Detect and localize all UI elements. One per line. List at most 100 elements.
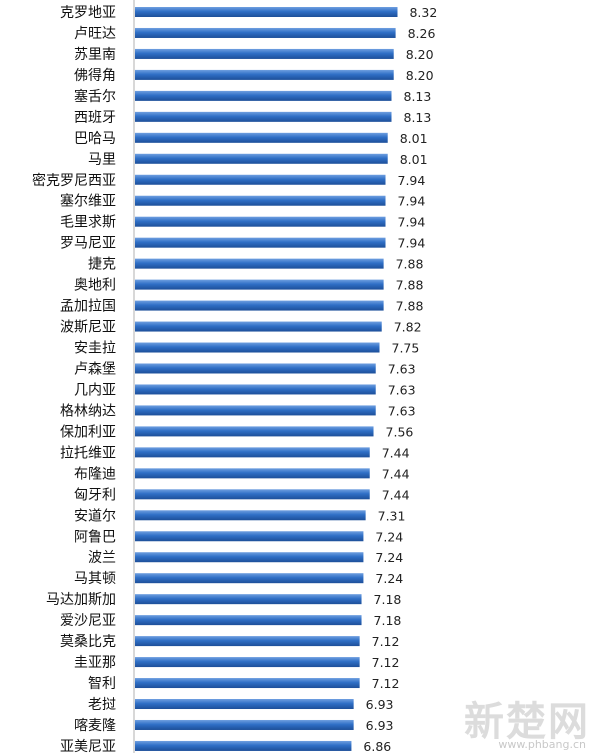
bar — [135, 7, 398, 17]
value-label: 6.86 — [363, 739, 391, 753]
value-label: 7.94 — [398, 173, 426, 188]
value-label: 6.93 — [366, 718, 394, 733]
bar — [135, 279, 384, 290]
bar — [135, 678, 360, 689]
category-label: 塞尔维亚 — [60, 193, 116, 210]
category-label: 马达加斯加 — [46, 592, 116, 608]
value-label: 7.75 — [392, 341, 420, 356]
value-label: 8.26 — [408, 26, 436, 41]
category-label: 奥地利 — [74, 277, 116, 294]
value-label: 7.24 — [375, 529, 403, 544]
value-label: 8.20 — [406, 68, 434, 83]
bar — [135, 216, 386, 227]
value-label: 7.24 — [375, 550, 403, 565]
bars-group: 克罗地亚 8.32 卢旺达 8.26 苏里南 8.20 佛得角 8.20 塞舌尔 8.13 西班牙 8… — [32, 5, 437, 753]
bar — [135, 237, 386, 248]
category-label: 马其顿 — [74, 571, 116, 587]
value-label: 8.32 — [409, 5, 437, 20]
category-label: 卢森堡 — [74, 361, 116, 377]
value-label: 7.18 — [374, 613, 402, 628]
bar — [135, 153, 388, 164]
category-label: 孟加拉国 — [60, 299, 116, 315]
bar — [135, 740, 352, 751]
category-label: 密克罗尼西亚 — [32, 172, 116, 189]
category-label: 保加利亚 — [60, 424, 116, 440]
value-label: 7.44 — [382, 487, 410, 502]
watermark-url: www.phbang.cn — [498, 738, 586, 751]
bar — [135, 447, 370, 458]
category-label: 卢旺达 — [74, 26, 116, 42]
category-label: 安道尔 — [74, 508, 116, 524]
bar — [135, 363, 376, 374]
bar — [135, 531, 364, 542]
value-label: 7.12 — [372, 634, 400, 649]
category-label: 布隆迪 — [74, 466, 116, 482]
category-label: 波斯尼亚 — [60, 320, 116, 336]
category-label: 爱沙尼亚 — [60, 613, 116, 629]
bar — [135, 48, 394, 59]
category-label: 捷克 — [88, 257, 116, 273]
category-label: 几内亚 — [74, 382, 116, 398]
category-label: 安圭拉 — [74, 341, 116, 357]
value-label: 6.93 — [366, 697, 394, 712]
bar — [135, 258, 384, 269]
value-label: 7.18 — [374, 592, 402, 607]
category-label: 塞舌尔 — [74, 88, 116, 105]
value-label: 7.44 — [382, 445, 410, 460]
value-label: 7.12 — [372, 655, 400, 670]
category-label: 喀麦隆 — [74, 718, 116, 734]
category-label: 佛得角 — [74, 67, 116, 84]
value-label: 7.63 — [388, 382, 416, 397]
category-label: 波兰 — [88, 550, 116, 566]
category-label: 拉托维亚 — [60, 445, 116, 461]
bar — [135, 615, 362, 626]
category-label: 亚美尼亚 — [60, 739, 116, 753]
value-label: 7.94 — [398, 215, 426, 230]
category-label: 罗马尼亚 — [60, 236, 116, 252]
bar — [135, 300, 384, 311]
value-label: 7.82 — [394, 320, 422, 335]
bar — [135, 384, 376, 395]
value-label: 7.63 — [388, 361, 416, 376]
value-label: 8.13 — [404, 89, 432, 104]
value-label: 7.63 — [388, 403, 416, 418]
bar — [135, 69, 394, 80]
bar — [135, 195, 386, 206]
value-label: 7.88 — [396, 257, 424, 272]
bar — [135, 699, 354, 710]
bar — [135, 573, 364, 584]
category-label: 格林纳达 — [60, 403, 116, 419]
category-label: 老挝 — [88, 697, 116, 713]
category-label: 匈牙利 — [74, 487, 116, 503]
bar — [135, 321, 382, 332]
bar — [135, 111, 392, 122]
bar — [135, 426, 374, 437]
category-label: 莫桑比克 — [60, 634, 116, 650]
bar — [135, 719, 354, 730]
bar — [135, 552, 364, 563]
category-label: 苏里南 — [74, 47, 116, 63]
bar — [135, 132, 388, 143]
value-label: 8.01 — [400, 152, 428, 167]
value-label: 8.01 — [400, 131, 428, 146]
category-label: 阿鲁巴 — [74, 529, 116, 545]
value-label: 7.94 — [398, 236, 426, 251]
bar — [135, 489, 370, 500]
value-label: 7.88 — [396, 278, 424, 293]
value-label: 8.20 — [406, 47, 434, 62]
bar — [135, 510, 366, 521]
bar — [135, 594, 362, 605]
bar — [135, 405, 376, 416]
value-label: 7.88 — [396, 299, 424, 314]
bar — [135, 636, 360, 647]
category-label: 圭亚那 — [74, 655, 116, 671]
value-label: 7.94 — [398, 194, 426, 209]
bar — [135, 657, 360, 668]
category-label: 克罗地亚 — [60, 5, 116, 21]
bar — [135, 90, 392, 101]
value-label: 7.44 — [382, 466, 410, 481]
category-label: 马里 — [88, 152, 116, 168]
category-label: 智利 — [88, 676, 116, 692]
category-label: 西班牙 — [74, 110, 116, 126]
